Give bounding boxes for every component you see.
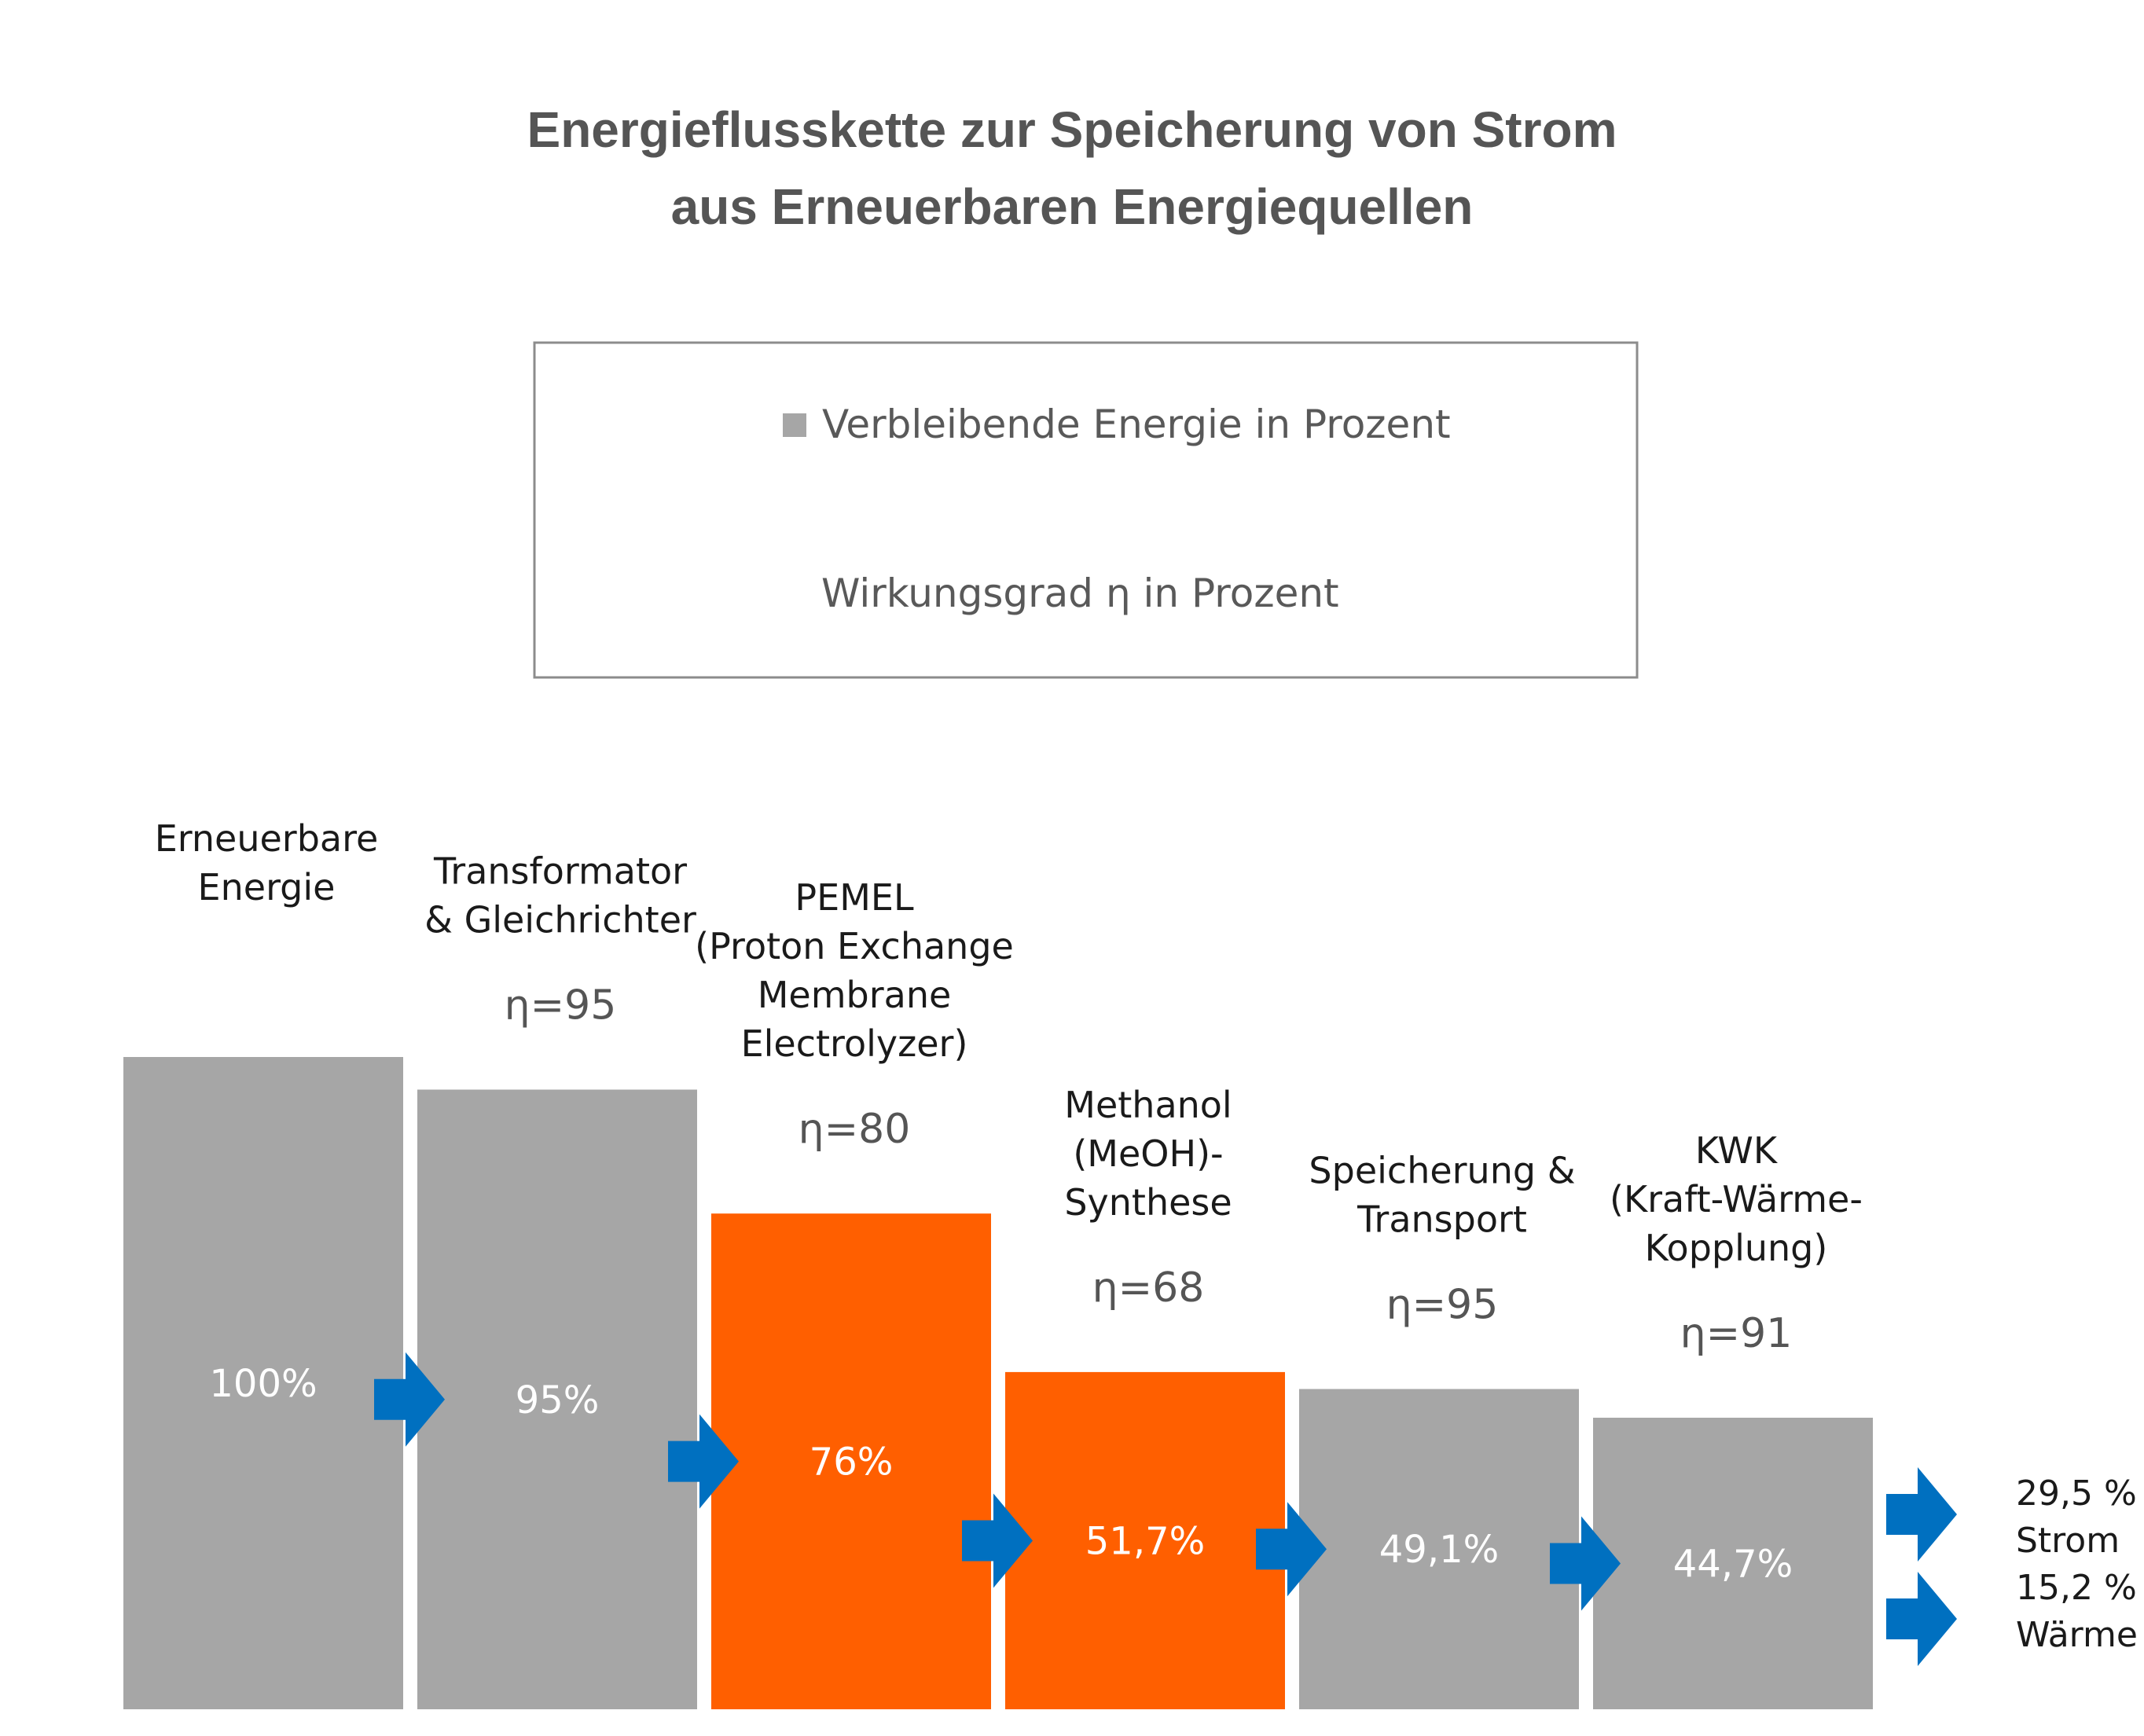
- legend-efficiency-label: Wirkungsgrad η in Prozent: [821, 571, 1339, 616]
- stage-label-5-line-1: Speicherung &: [1309, 1149, 1575, 1191]
- stage-label-1-line-1: Erneuerbare: [155, 817, 379, 860]
- flow-arrow-5: [1550, 1516, 1621, 1611]
- output-arrow-1: [1886, 1467, 1957, 1562]
- outputs-layer: 29,5 % Strom 15,2 % Wärme: [1886, 1467, 2138, 1666]
- legend-box: [533, 341, 1639, 679]
- stage-label-5-line-2: Transport: [1357, 1198, 1527, 1240]
- stage-label-3-line-3: Membrane: [758, 974, 952, 1016]
- efficiency-label-2: η=95: [505, 982, 617, 1029]
- stage-label-3-line-4: Electrolyzer): [741, 1022, 968, 1065]
- stage-label-6-line-3: Kopplung): [1645, 1227, 1828, 1269]
- legend-series-label: Verbleibende Energie in Prozent: [822, 402, 1451, 447]
- stage-label-4-line-3: Synthese: [1064, 1181, 1232, 1224]
- bar-value-label-2: 95%: [516, 1378, 600, 1422]
- flow-arrow-1: [374, 1352, 445, 1447]
- output-value-2: 15,2 %: [2016, 1568, 2137, 1608]
- bar-2: [417, 1089, 697, 1709]
- chart-title: Energieflusskette zur Speicherung von St…: [527, 101, 1617, 235]
- arrows-layer: [374, 1352, 1621, 1611]
- bar-4: [1005, 1371, 1285, 1709]
- bar-1: [123, 1057, 403, 1709]
- flow-arrow-3: [962, 1493, 1033, 1588]
- bar-value-label-5: 49,1%: [1379, 1528, 1499, 1572]
- bar-value-label-1: 100%: [209, 1362, 317, 1406]
- bar-value-label-6: 44,7%: [1673, 1542, 1793, 1586]
- bar-5: [1299, 1389, 1579, 1709]
- chart-title-line-2: aus Erneuerbaren Energiequellen: [671, 178, 1474, 235]
- bar-value-label-3: 76%: [810, 1441, 894, 1485]
- legend: Verbleibende Energie in Prozent Wirkungs…: [533, 341, 1639, 679]
- stage-label-2-line-2: & Gleichrichter: [424, 899, 696, 941]
- stage-label-3-line-2: (Proton Exchange: [695, 925, 1014, 967]
- efficiency-label-5: η=95: [1386, 1281, 1499, 1328]
- bar-3: [711, 1213, 991, 1709]
- stage-label-2-line-1: Transformator: [433, 850, 687, 893]
- stage-label-6-line-2: (Kraft-Wärme-: [1610, 1178, 1863, 1220]
- output-label-1: Strom: [2016, 1521, 2120, 1561]
- output-label-2: Wärme: [2016, 1615, 2138, 1655]
- stage-label-4-line-2: (MeOH)-: [1073, 1132, 1223, 1175]
- output-arrow-2: [1886, 1572, 1957, 1666]
- output-value-1: 29,5 %: [2016, 1474, 2137, 1514]
- efficiency-label-4: η=68: [1092, 1264, 1205, 1312]
- stage-label-3-line-1: PEMEL: [795, 876, 914, 919]
- efficiency-label-6: η=91: [1680, 1310, 1793, 1357]
- labels-layer: 100% Erneuerbare Energie 95% η=95 Transformat…: [155, 817, 1863, 1586]
- chart-title-line-1: Energieflusskette zur Speicherung von St…: [527, 101, 1617, 158]
- efficiency-label-3: η=80: [798, 1106, 911, 1153]
- flow-arrow-2: [668, 1414, 739, 1509]
- bar-value-label-4: 51,7%: [1085, 1519, 1205, 1563]
- bar-6: [1593, 1417, 1873, 1709]
- legend-swatch: [783, 413, 806, 437]
- flow-arrow-4: [1256, 1502, 1327, 1597]
- bars-layer: [123, 1057, 1873, 1709]
- stage-label-4-line-1: Methanol: [1064, 1084, 1232, 1126]
- stage-label-1-line-2: Energie: [198, 866, 336, 908]
- stage-label-6-line-1: KWK: [1695, 1129, 1779, 1172]
